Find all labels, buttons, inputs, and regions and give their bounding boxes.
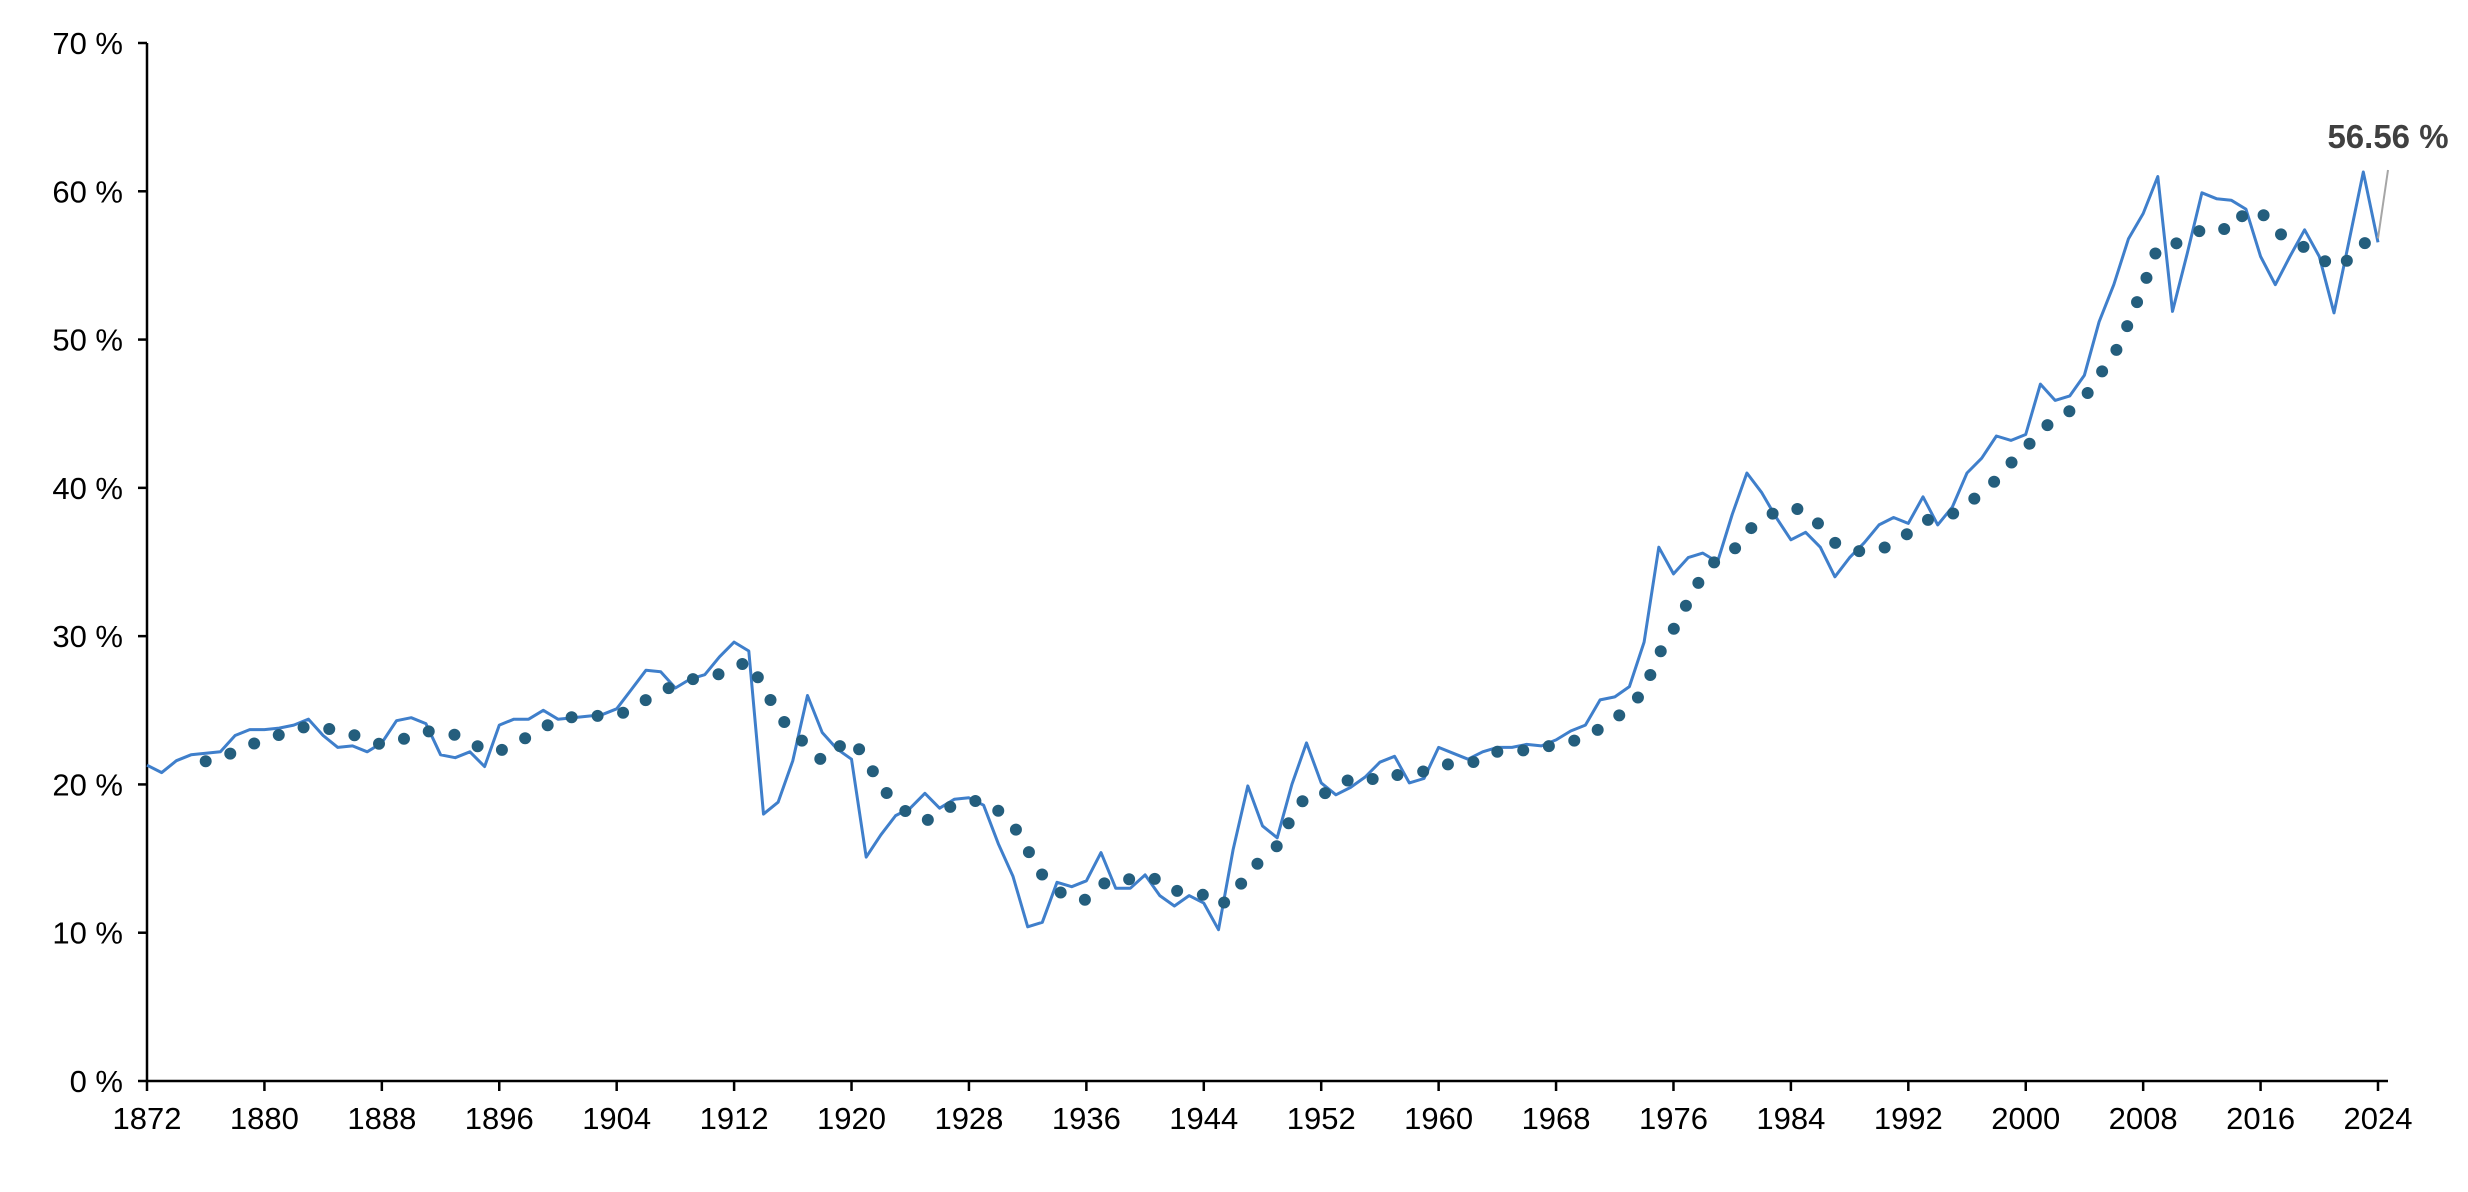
x-tick-label: 1872 (113, 1101, 182, 1136)
last-value-label: 56.56 % (2327, 118, 2448, 155)
y-tick-label: 30 % (52, 619, 123, 654)
y-tick-label: 70 % (52, 26, 123, 61)
x-tick-label: 1904 (582, 1101, 651, 1136)
x-tick-label: 1992 (1874, 1101, 1943, 1136)
x-tick-label: 2000 (1991, 1101, 2060, 1136)
x-tick-label: 1952 (1287, 1101, 1356, 1136)
x-tick-label: 2024 (2344, 1101, 2413, 1136)
x-tick-label: 1976 (1639, 1101, 1708, 1136)
y-axis: 0 % 10 % 20 % 30 % 40 % 50 % 60 % 70 % (52, 26, 149, 1099)
x-tick-label: 2008 (2109, 1101, 2178, 1136)
annotation: 56.56 % (2327, 118, 2449, 239)
y-tick-label: 60 % (52, 174, 123, 209)
x-tick-label: 1880 (230, 1101, 299, 1136)
y-tick-label: 10 % (52, 916, 123, 951)
x-tick-label: 1928 (934, 1101, 1003, 1136)
x-tick-label: 1984 (1756, 1101, 1825, 1136)
x-tick-label: 1888 (347, 1101, 416, 1136)
series-line-annual (146, 170, 2380, 932)
y-tick-label: 0 % (70, 1064, 123, 1099)
x-tick-label: 1896 (465, 1101, 534, 1136)
y-tick-label: 20 % (52, 767, 123, 802)
annotation-leader-line (2377, 169, 2389, 239)
y-tick-label: 40 % (52, 471, 123, 506)
x-tick-label: 1912 (700, 1101, 769, 1136)
x-tick-label: 1936 (1052, 1101, 1121, 1136)
plot-area (146, 170, 2384, 932)
x-tick-label: 1960 (1404, 1101, 1473, 1136)
y-tick-label: 50 % (52, 323, 123, 358)
x-tick-label: 1920 (817, 1101, 886, 1136)
x-tick-label: 1968 (1522, 1101, 1591, 1136)
x-tick-label: 2016 (2226, 1101, 2295, 1136)
x-tick-label: 1944 (1169, 1101, 1238, 1136)
x-axis: 1872 1880 1888 1896 1904 1912 1920 1928 1936 1944… (113, 1079, 2413, 1136)
series-moving-average-dotted (199, 204, 2384, 914)
